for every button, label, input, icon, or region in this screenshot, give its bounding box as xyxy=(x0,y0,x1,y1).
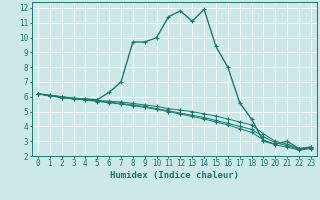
X-axis label: Humidex (Indice chaleur): Humidex (Indice chaleur) xyxy=(110,171,239,180)
